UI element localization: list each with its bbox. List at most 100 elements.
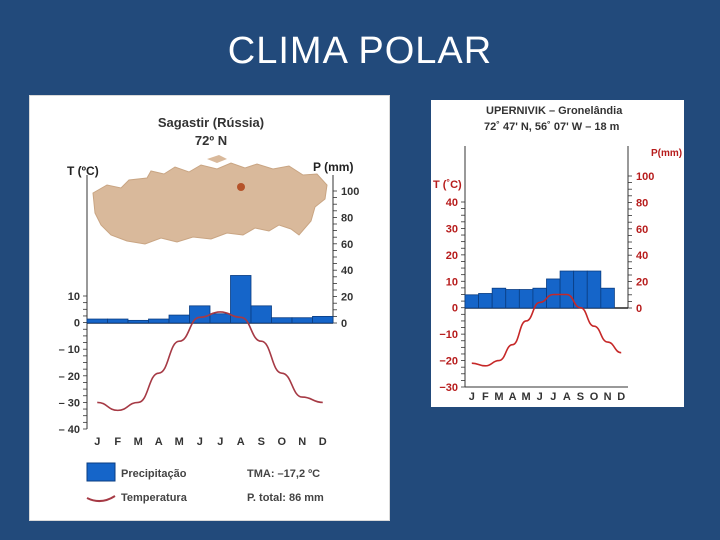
legend-ptotal: P. total: 86 mm: [247, 492, 324, 504]
precipitation-bar: [573, 270, 588, 309]
climogram-upernivik-svg: UPERNIVIK – Gronelândia 72˚ 47' N, 56˚ 0…: [433, 105, 682, 403]
month-tick-label: J: [469, 391, 475, 403]
temp-tick-label: – 30: [59, 397, 80, 409]
temperature-line: [471, 293, 622, 367]
temp-tick-label: 10: [68, 291, 80, 303]
legend-temp-label: Temperatura: [121, 492, 188, 504]
precip-tick-label: 100: [636, 171, 654, 183]
temp-tick-label: 0: [74, 318, 80, 330]
month-tick-label: F: [114, 436, 121, 448]
legend-temp-swatch: [86, 495, 116, 502]
precip-tick-label: 0: [341, 318, 347, 330]
month-tick-label: M: [522, 391, 531, 403]
temp-tick-label: 0: [452, 303, 458, 315]
precipitation-bar: [209, 313, 231, 324]
slide-title: CLIMA POLAR: [227, 30, 493, 72]
chart-title: Sagastir (Rússia): [158, 115, 264, 130]
month-tick-label: A: [509, 391, 517, 403]
temp-tick-label: – 40: [59, 424, 80, 436]
temp-tick-label: 10: [446, 276, 458, 288]
precip-tick-label: 60: [636, 224, 648, 236]
month-tick-label: N: [604, 391, 612, 403]
y-axis-right-label: P (mm): [313, 160, 353, 174]
y-axis-left-label: T (ºC): [67, 164, 99, 178]
climogram-sagastir: Sagastir (Rússia) 72º N T (ºC) P (mm) 10…: [29, 95, 390, 521]
legend-tma: TMA: –17,2 ºC: [247, 468, 320, 480]
month-tick-label: J: [197, 436, 203, 448]
chart-subtitle: 72º N: [195, 133, 227, 148]
y-axis-right-label: P(mm): [651, 148, 682, 159]
precipitation-bar: [546, 278, 561, 309]
precipitation-bar: [586, 270, 602, 309]
month-tick-label: M: [175, 436, 184, 448]
precipitation-bar: [291, 317, 313, 324]
precip-tick-label: 100: [341, 186, 359, 198]
month-tick-label: M: [494, 391, 503, 403]
month-tick-label: F: [482, 391, 489, 403]
month-tick-label: J: [537, 391, 543, 403]
precip-tick-label: 40: [636, 250, 648, 262]
location-dot-icon: [237, 183, 245, 191]
temp-tick-label: 30: [446, 223, 458, 235]
month-tick-label: J: [550, 391, 556, 403]
precipitation-bar: [168, 314, 190, 324]
precipitation-bar: [600, 287, 615, 309]
chart-subtitle: 72˚ 47' N, 56˚ 07' W – 18 m: [484, 121, 620, 133]
climogram-upernivik: UPERNIVIK – Gronelândia 72˚ 47' N, 56˚ 0…: [431, 100, 684, 407]
month-tick-label: S: [258, 436, 265, 448]
precip-tick-label: 20: [636, 277, 648, 289]
month-tick-label: O: [277, 436, 286, 448]
climogram-sagastir-svg: Sagastir (Rússia) 72º N T (ºC) P (mm) 10…: [59, 115, 360, 504]
month-tick-label: S: [577, 391, 584, 403]
month-tick-label: D: [319, 436, 327, 448]
chart-title: UPERNIVIK – Gronelândia: [486, 105, 623, 117]
precipitation-bar: [189, 305, 211, 324]
precipitation-bar: [271, 317, 293, 324]
legend: Precipitação Temperatura TMA: –17,2 ºC P…: [86, 462, 324, 504]
temp-tick-label: −30: [439, 382, 458, 394]
precipitation-bars: [464, 270, 615, 309]
axes: [461, 146, 632, 388]
precipitation-bar: [230, 275, 252, 324]
temperature-line-path: [471, 293, 622, 367]
russia-map-island: [207, 155, 227, 163]
temp-tick-label: 20: [446, 250, 458, 262]
temperature-line-path: [97, 311, 323, 412]
russia-map-land: [92, 162, 328, 245]
precip-tick-label: 80: [341, 212, 353, 224]
precipitation-bar: [478, 293, 493, 309]
precipitation-bar: [107, 318, 129, 324]
month-tick-label: D: [617, 391, 625, 403]
temp-tick-label: −10: [439, 329, 458, 341]
month-tick-label: J: [94, 436, 100, 448]
y-axis-left-label: T (˚C): [433, 179, 462, 191]
month-tick-label: N: [298, 436, 306, 448]
russia-map: [92, 155, 328, 245]
precipitation-bar: [148, 318, 170, 324]
temp-tick-label: −20: [439, 356, 458, 368]
precipitation-bar: [312, 315, 334, 324]
month-tick-label: O: [590, 391, 599, 403]
legend-precip-swatch: [86, 462, 116, 482]
precipitation-bar: [505, 289, 520, 309]
precipitation-bars: [86, 275, 334, 324]
temperature-line: [97, 311, 323, 412]
precipitation-bar: [86, 318, 108, 324]
precipitation-bar: [464, 294, 479, 309]
precip-tick-label: 80: [636, 197, 648, 209]
month-tick-label: J: [217, 436, 223, 448]
precip-tick-label: 20: [341, 292, 353, 304]
month-tick-label: A: [155, 436, 163, 448]
precip-tick-label: 60: [341, 239, 353, 251]
precipitation-bar: [491, 287, 507, 309]
month-tick-label: A: [563, 391, 571, 403]
precipitation-bar: [127, 319, 149, 324]
temp-tick-label: 40: [446, 197, 458, 209]
precip-tick-label: 0: [636, 303, 642, 315]
precipitation-bar: [518, 289, 534, 309]
temp-tick-label: – 20: [59, 371, 80, 383]
precipitation-bar: [559, 270, 575, 309]
legend-precip-label: Precipitação: [121, 468, 187, 480]
